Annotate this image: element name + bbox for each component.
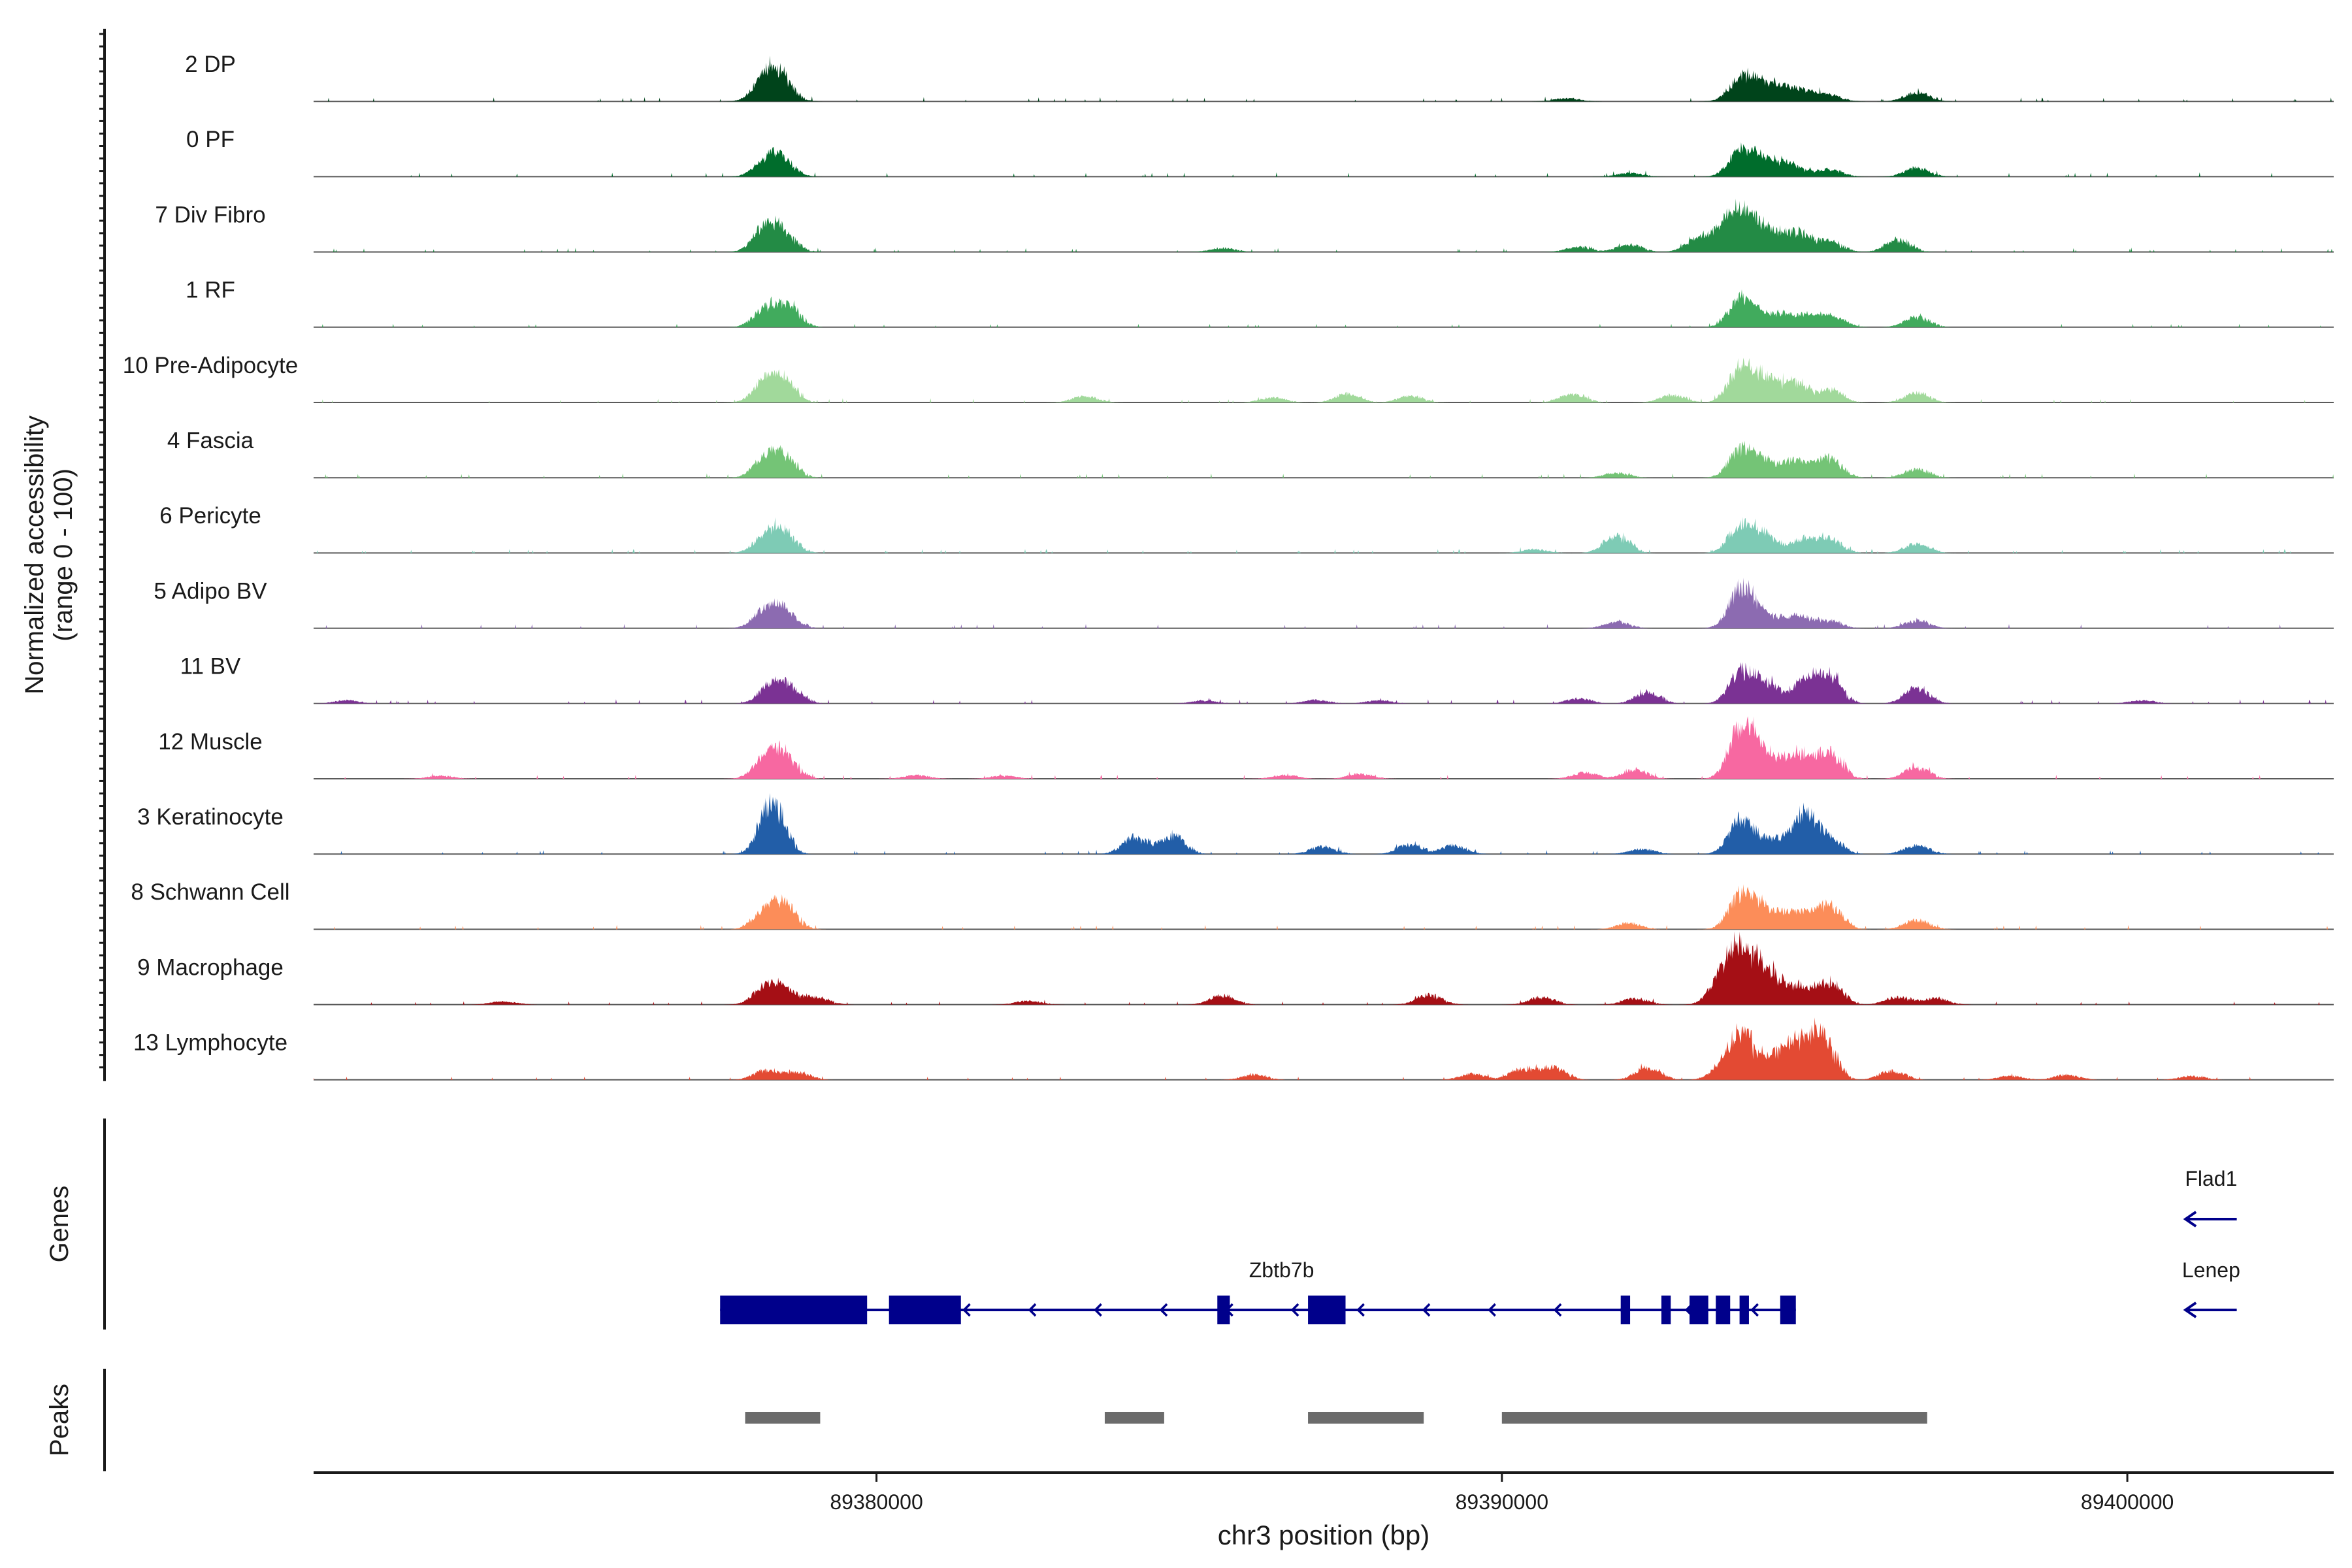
strand-arrow (1094, 1303, 1102, 1317)
track-label: 2 DP (185, 52, 236, 77)
strand-arrow (1159, 1303, 1168, 1317)
genes-panel-label: Genes (45, 1186, 74, 1263)
exon (1716, 1296, 1731, 1324)
peak-region (1104, 1412, 1164, 1424)
y-axis-layer: Normalized accessibility(range 0 - 100) (20, 29, 106, 1081)
tracks-layer: 2 DP 0 PF 7 Div Fibro 1 RF 10 Pre-Adipocyte 4… (123, 52, 2334, 1081)
y-axis-title: Normalized accessibility(range 0 - 100) (20, 416, 78, 694)
track-label: 5 Adipo BV (154, 578, 267, 604)
track-label: 1 RF (186, 278, 235, 303)
peaks-layer: Peaks (45, 1369, 1927, 1471)
strand-arrow (2183, 1211, 2197, 1228)
genes-layer: Genes Lenep Flad1 Zbtb7b (45, 1119, 2240, 1330)
x-tick-label: 89390000 (1456, 1490, 1548, 1514)
strand-arrow (1422, 1303, 1431, 1317)
gene-label: Flad1 (2185, 1167, 2237, 1190)
strand-arrow (1619, 1303, 1627, 1317)
track-9: 11 BV (180, 654, 2334, 704)
strand-arrow (1356, 1303, 1365, 1317)
strand-arrow (831, 1303, 840, 1317)
gene-flad1: Flad1 (2183, 1167, 2237, 1228)
track-label: 13 Lymphocyte (133, 1030, 287, 1056)
coverage-area (314, 792, 2334, 855)
track-14: 13 Lymphocyte (133, 1017, 2334, 1081)
track-label: 4 Fascia (167, 428, 254, 453)
track-4: 1 RF (186, 278, 2334, 328)
strand-arrow (1290, 1303, 1299, 1317)
track-label: 10 Pre-Adipocyte (123, 353, 298, 378)
strand-arrow (2183, 1301, 2197, 1318)
coverage-area (314, 142, 2334, 177)
strand-arrow (1488, 1303, 1496, 1317)
strand-arrow (1225, 1303, 1233, 1317)
track-12: 8 Schwann Cell (131, 879, 2334, 930)
gene-lenep: Lenep (2182, 1258, 2240, 1318)
exon (1661, 1296, 1671, 1324)
track-7: 6 Pericyte (159, 503, 2334, 554)
track-11: 3 Keratinocyte (137, 792, 2334, 855)
gene-zbtb7b: Zbtb7b (720, 1258, 1796, 1324)
x-axis-layer: 89380000 89390000 89400000 chr3 position (b… (314, 1471, 2334, 1550)
track-2: 0 PF (186, 127, 2334, 178)
gene-label: Lenep (2182, 1258, 2240, 1282)
track-label: 6 Pericyte (159, 503, 261, 529)
x-axis-title: chr3 position (bp) (1218, 1520, 1430, 1550)
track-label: 0 PF (186, 127, 235, 152)
strand-arrow (1750, 1303, 1759, 1317)
track-5: 10 Pre-Adipocyte (123, 353, 2334, 403)
exon (1308, 1296, 1346, 1324)
track-6: 4 Fascia (167, 428, 2334, 479)
gene-label: Zbtb7b (1249, 1258, 1315, 1282)
track-3: 7 Div Fibro (155, 199, 2334, 253)
track-10: 12 Muscle (158, 716, 2334, 779)
y-axis-title-line1: Normalized accessibility (20, 416, 49, 694)
exon (889, 1296, 961, 1324)
x-tick-label: 89380000 (830, 1490, 923, 1514)
exon (1620, 1296, 1631, 1324)
coverage-area (314, 357, 2334, 402)
strand-arrow (962, 1303, 971, 1317)
track-label: 9 Macrophage (137, 955, 284, 980)
coverage-area (314, 1017, 2334, 1080)
track-label: 8 Schwann Cell (131, 879, 289, 905)
x-tick-label: 89400000 (2081, 1490, 2174, 1514)
track-label: 7 Div Fibro (155, 202, 265, 227)
peaks-panel-label: Peaks (45, 1384, 74, 1456)
coverage-area (314, 517, 2334, 553)
exon (1739, 1296, 1749, 1324)
strand-arrow (896, 1303, 906, 1317)
exon (1780, 1296, 1796, 1324)
peak-region (1308, 1412, 1424, 1424)
coverage-area (314, 716, 2334, 779)
track-8: 5 Adipo BV (154, 578, 2334, 629)
coverage-area (314, 662, 2334, 704)
peak-region (1501, 1412, 1927, 1424)
coverage-area (314, 931, 2334, 1005)
strand-arrow (1684, 1303, 1693, 1317)
coverage-area (314, 440, 2334, 478)
exon (1690, 1296, 1708, 1324)
strand-arrow (1553, 1303, 1562, 1317)
track-1: 2 DP (185, 52, 2334, 103)
exon (720, 1296, 868, 1324)
coverage-area (314, 56, 2334, 102)
strand-arrow (1028, 1303, 1037, 1317)
y-axis-title-line2: (range 0 - 100) (49, 468, 78, 642)
coverage-area (314, 884, 2334, 930)
coverage-area (314, 289, 2334, 327)
track-label: 12 Muscle (158, 729, 263, 755)
track-label: 11 BV (180, 654, 241, 679)
track-label: 3 Keratinocyte (137, 804, 284, 830)
exon (1217, 1296, 1230, 1324)
peak-region (745, 1412, 821, 1424)
coverage-area (314, 199, 2334, 252)
track-13: 9 Macrophage (137, 931, 2334, 1005)
coverage-area (314, 578, 2334, 629)
